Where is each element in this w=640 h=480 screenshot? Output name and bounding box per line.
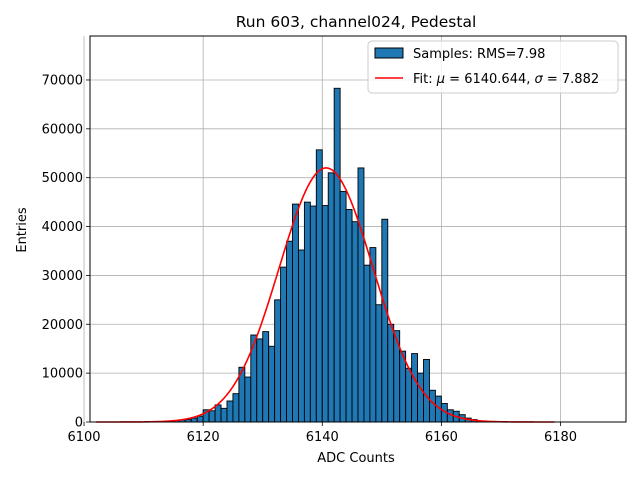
histogram-bar (321, 205, 329, 423)
histogram-bar (262, 331, 270, 423)
histogram-bar (417, 372, 424, 423)
y-tick-label: 0 (75, 416, 83, 431)
legend-histogram-swatch (374, 47, 404, 59)
histogram-bar (214, 404, 222, 423)
histogram-bar (375, 304, 383, 423)
histogram-bar (256, 338, 264, 423)
histogram-bar (208, 410, 216, 423)
legend-histogram-label: Samples: RMS=7.98 (413, 47, 545, 62)
legend: Samples: RMS=7.98 Fit: μ = 6140.644, σ =… (367, 40, 619, 94)
histogram-bar (274, 299, 282, 423)
histogram-bar (303, 201, 311, 423)
histogram-bar (345, 209, 353, 423)
histogram-bar (387, 323, 395, 423)
histogram-bar (196, 415, 204, 423)
gaussian-fit-curve (95, 167, 555, 423)
histogram-bar (429, 389, 436, 423)
x-tick-label: 6180 (544, 430, 577, 445)
legend-fit-label: Fit: μ = 6140.644, σ = 7.882 (413, 72, 599, 87)
histogram-bar (297, 249, 305, 423)
histogram-bar (280, 266, 287, 423)
histogram-bar (292, 203, 299, 423)
legend-box (367, 40, 619, 94)
y-tick-label: 50000 (42, 171, 83, 186)
histogram-bar (220, 407, 228, 423)
x-axis-label: ADC Counts (317, 451, 395, 466)
legend-fit-sigma: σ (535, 72, 544, 87)
y-tick-label: 70000 (42, 73, 83, 88)
x-tick-label: 6140 (306, 430, 339, 445)
histogram-bar (286, 240, 293, 423)
y-tick-label: 40000 (42, 220, 83, 235)
histogram-bar (315, 149, 323, 423)
legend-fit-sigma-value: = 7.882 (543, 72, 599, 87)
histogram-bar (363, 264, 371, 423)
x-axis-ticks: 6100 6120 6140 6160 6180 (67, 422, 577, 445)
x-tick-label: 6160 (425, 430, 458, 445)
y-tick-label: 30000 (42, 269, 83, 284)
histogram-bar (381, 218, 389, 423)
histogram-bars (161, 87, 490, 423)
x-tick-label: 6100 (67, 430, 100, 445)
fit-curve-group (95, 167, 555, 423)
histogram-bar (423, 359, 430, 423)
histogram-bar (339, 190, 347, 423)
legend-fit-mu-value: = 6140.644, (445, 72, 534, 87)
chart-title: Run 603, channel024, Pedestal (236, 13, 477, 31)
histogram-bar (244, 376, 252, 423)
histogram-bar (268, 345, 276, 423)
histogram-bar (399, 350, 407, 423)
histogram-bar (357, 167, 365, 423)
histogram-bar (351, 221, 359, 423)
histogram-bar (333, 87, 341, 423)
y-tick-label: 10000 (42, 367, 83, 382)
histogram-bar (232, 393, 240, 423)
legend-fit-mu: μ (436, 72, 445, 87)
histogram-bar (405, 367, 413, 423)
y-tick-label: 60000 (42, 122, 83, 137)
y-tick-label: 20000 (42, 318, 83, 333)
plot-frame (89, 35, 627, 423)
y-axis-ticks: 0 10000 20000 30000 40000 50000 60000 70000 (42, 73, 90, 431)
y-axis-label: Entries (15, 207, 30, 253)
x-tick-label: 6120 (187, 430, 220, 445)
histogram-bar (226, 400, 234, 423)
histogram-bar (190, 417, 198, 423)
histogram-bar (309, 205, 317, 423)
legend-fit-prefix: Fit: (413, 72, 437, 87)
histogram-bar (411, 353, 419, 423)
histogram-bar (327, 172, 335, 423)
